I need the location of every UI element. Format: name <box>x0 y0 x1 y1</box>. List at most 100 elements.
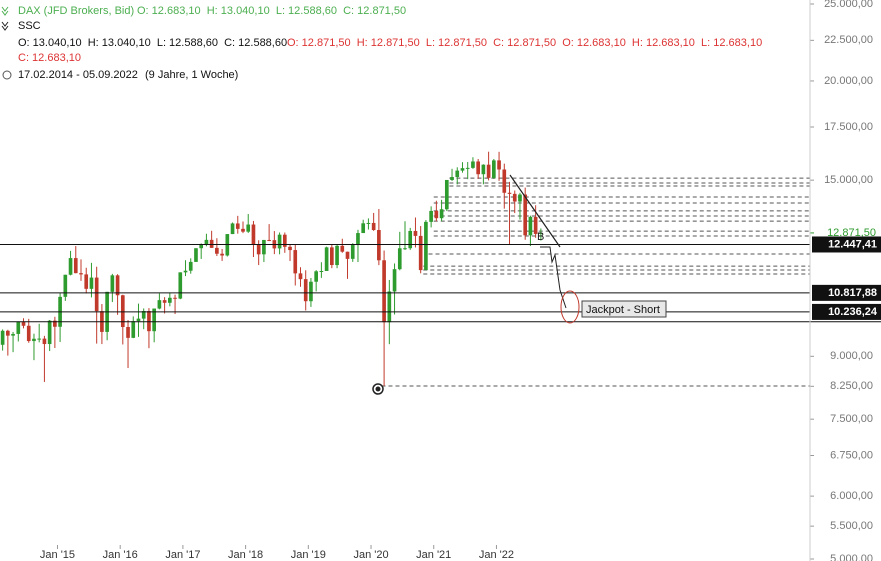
candle-body <box>110 275 115 292</box>
candle-body <box>444 179 449 210</box>
collapse-icon <box>1 21 9 31</box>
candle-body <box>293 250 298 274</box>
date-span: (9 Jahre, 1 Woche) <box>145 69 238 81</box>
candle-body <box>324 247 329 272</box>
candle-body <box>465 167 470 169</box>
candle-body <box>120 295 125 328</box>
level-label-box <box>812 303 881 320</box>
candle-body <box>518 194 522 202</box>
candle-body <box>183 270 188 273</box>
x-tick-label: Jan '15 <box>40 549 75 561</box>
candle-body <box>392 269 397 292</box>
candle-body <box>528 216 533 236</box>
candle-body <box>371 222 376 231</box>
candle-body <box>298 273 303 280</box>
y-tick-label: 5.500,00 <box>830 520 873 532</box>
candle-body <box>418 235 423 271</box>
candle-body <box>230 223 235 235</box>
candle-body <box>330 247 334 266</box>
candle-body <box>277 234 282 249</box>
candle-body <box>241 228 245 232</box>
candle-body <box>16 321 21 334</box>
candle-body <box>256 244 261 255</box>
collapse-icon <box>1 6 9 16</box>
candle-body <box>53 320 57 327</box>
candle-body <box>424 221 428 271</box>
symbol-name: DAX (JFD Brokers, Bid) <box>18 5 134 17</box>
x-tick-label: Jan '19 <box>291 549 326 561</box>
candle-body <box>251 224 256 245</box>
x-tick-label: Jan '18 <box>228 549 263 561</box>
candle-body <box>319 271 324 273</box>
candle-body <box>173 297 177 299</box>
candle-body <box>215 247 219 254</box>
level-label: 10.236,24 <box>828 306 878 318</box>
x-tick-label: Jan '16 <box>103 549 138 561</box>
candle-body <box>94 277 99 312</box>
candle-body <box>303 279 308 302</box>
candle-body <box>356 233 360 246</box>
candle-body <box>37 338 42 340</box>
candle-body <box>157 300 162 309</box>
candle-body <box>408 230 413 249</box>
candle-body <box>63 274 68 297</box>
candle-body <box>26 325 31 342</box>
indicator-values: O: 13.040,10 H: 13.040,10 L: 12.588,60 C… <box>18 37 287 49</box>
candle-body <box>6 330 10 336</box>
candle-body <box>486 164 491 178</box>
x-tick-label: Jan '22 <box>479 549 514 561</box>
level-label-box <box>812 284 881 301</box>
candle-body <box>455 170 460 178</box>
candle-body <box>21 321 26 326</box>
candle-body <box>492 160 496 178</box>
candle-body <box>136 318 141 322</box>
candle-body <box>141 311 146 319</box>
candle-body <box>11 333 15 336</box>
level-label: 10.817,88 <box>828 287 877 299</box>
candle-body <box>340 245 345 252</box>
candle-body <box>209 239 214 248</box>
candle-body <box>152 308 156 332</box>
candle-body <box>262 239 266 255</box>
candle-body <box>502 169 507 193</box>
candle-body <box>539 232 543 234</box>
candle-body <box>199 244 204 249</box>
candle-body <box>439 209 444 219</box>
candle-body <box>460 168 465 171</box>
candle-body <box>533 216 538 234</box>
last-price-label: 12.871,50 <box>827 227 876 239</box>
candle-body <box>73 258 78 274</box>
candle-body <box>194 248 198 262</box>
candle-body <box>32 338 36 342</box>
candle-body <box>68 258 73 275</box>
candle-body <box>282 234 287 247</box>
candle-body <box>476 161 480 175</box>
candle-body <box>314 271 318 282</box>
candle-body <box>147 311 151 332</box>
low-marker-dot <box>375 386 381 392</box>
y-tick-label: 15.000,00 <box>824 174 873 186</box>
candle-body <box>126 327 130 338</box>
candle-body <box>377 230 381 261</box>
candle-body <box>335 245 339 266</box>
candle-body <box>42 338 47 345</box>
candle-body <box>361 223 366 234</box>
x-tick-label: Jan '20 <box>353 549 388 561</box>
candle-body <box>434 210 439 219</box>
candle-body <box>309 281 313 302</box>
level-label-box <box>812 236 881 253</box>
candle-body <box>267 239 271 241</box>
candle-body <box>246 224 251 232</box>
candle-body <box>397 248 402 270</box>
candle-body <box>0 330 5 345</box>
candle-body <box>178 272 183 299</box>
candle-body <box>450 177 454 180</box>
candle-body <box>497 160 501 170</box>
indicator-name: SSC <box>18 20 41 32</box>
candle-body <box>115 275 120 296</box>
candle-body <box>131 321 136 338</box>
x-tick-label: Jan '21 <box>416 549 451 561</box>
